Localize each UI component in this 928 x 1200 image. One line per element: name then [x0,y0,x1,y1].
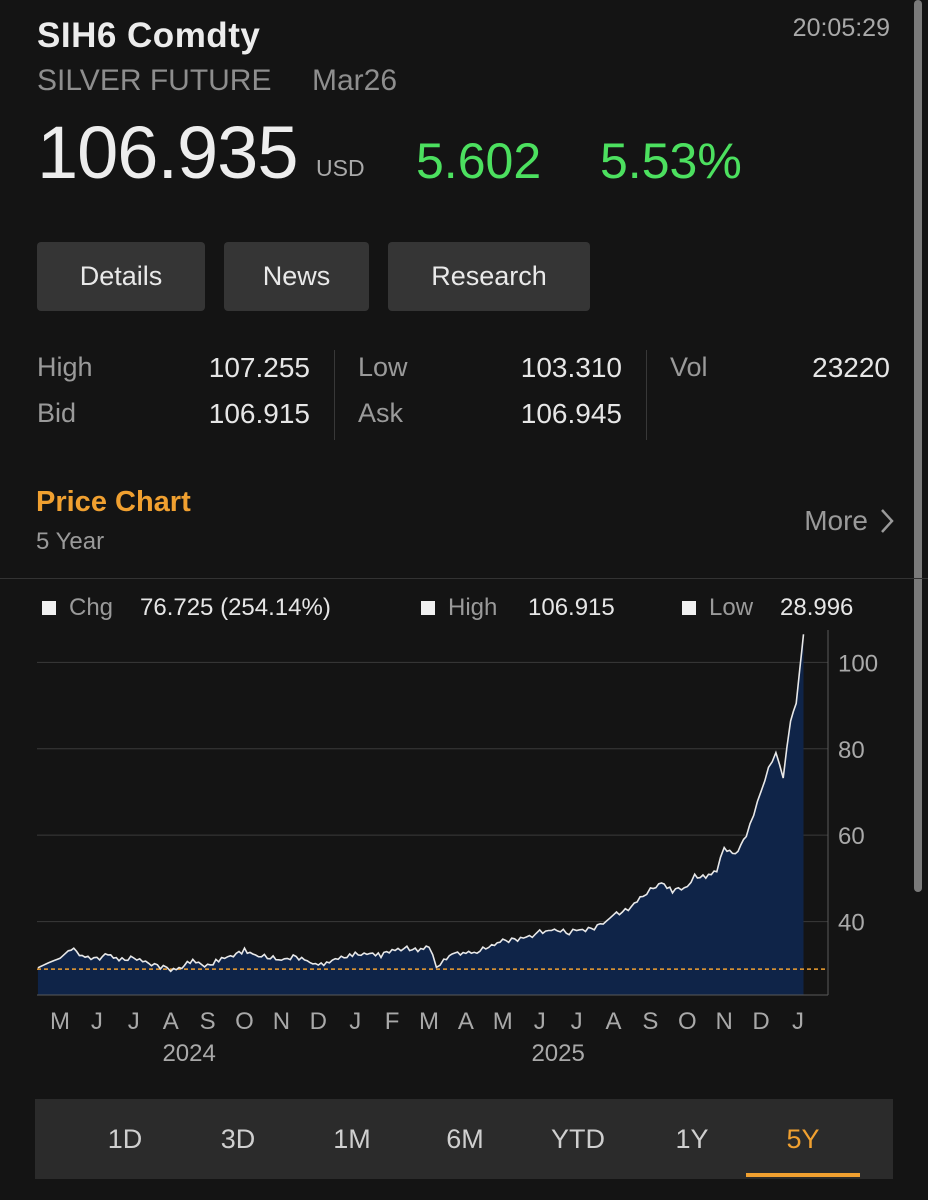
price-chart-title: Price Chart [36,486,191,518]
y-tick-label: 60 [838,823,865,850]
x-tick-label: J [128,1008,140,1035]
period-tab-3d[interactable]: 3D [220,1123,256,1154]
volume-value: 23220 [812,352,890,383]
legend-high-value: 106.915 [528,594,615,621]
details-button[interactable]: Details [37,242,205,311]
currency-label: USD [316,155,365,181]
percent-change: 5.53% [600,133,742,189]
x-tick-label: N [716,1008,733,1035]
x-tick-label: F [385,1008,400,1035]
x-tick-label: A [605,1008,621,1035]
x-tick-label: J [349,1008,361,1035]
x-tick-label: M [50,1008,70,1035]
legend-low-label: Low [709,594,754,621]
period-tab-6m[interactable]: 6M [446,1123,484,1154]
last-price: 106.935 [37,111,298,194]
period-tab-1d[interactable]: 1D [107,1123,143,1154]
y-tick-label: 80 [838,737,865,764]
net-change: 5.602 [416,133,542,189]
low-value: 103.310 [520,352,622,383]
x-tick-label: J [792,1008,804,1035]
x-tick-label: O [235,1008,254,1035]
x-tick-label: S [200,1008,216,1035]
last-update-time: 20:05:29 [792,14,890,42]
y-tick-label: 100 [838,650,878,677]
legend-high-label: High [448,594,498,621]
x-tick-label: O [678,1008,697,1035]
legend-chg-value: 76.725 (254.14%) [140,594,331,621]
ask-label: Ask [358,398,404,428]
price-line [37,634,805,973]
x-tick-label: J [91,1008,103,1035]
low-label: Low [358,352,408,382]
legend-marker-icon [42,601,56,615]
scrollbar[interactable] [914,0,922,892]
more-label: More [804,505,868,536]
ask-value: 106.945 [520,398,622,429]
chevron-right-icon [881,509,894,533]
y-tick-label: 40 [838,910,865,937]
legend-marker-icon [421,601,435,615]
price-chart-range: 5 Year [36,528,105,555]
x-tick-label: A [163,1008,179,1035]
year-label: 2024 [162,1040,215,1067]
x-tick-label: N [273,1008,290,1035]
x-tick-label: D [752,1008,769,1035]
news-button[interactable]: News [224,242,369,311]
x-tick-label: S [642,1008,658,1035]
period-selector: 1D 3D 1M 6M YTD 1Y 5Y [35,1099,893,1179]
x-tick-label: A [458,1008,474,1035]
year-label: 2025 [531,1040,584,1067]
bid-label: Bid [37,398,77,428]
research-button[interactable]: Research [388,242,590,311]
period-tab-ytd[interactable]: YTD [551,1123,605,1154]
security-ticker: SIH6 Comdty [37,16,261,55]
period-tab-1m[interactable]: 1M [333,1123,371,1154]
stats-divider [334,350,335,440]
x-tick-label: M [493,1008,513,1035]
more-link[interactable]: More [804,505,894,537]
period-tab-5y[interactable]: 5Y [746,1099,860,1179]
high-label: High [37,352,93,382]
section-divider [0,578,928,579]
stats-divider [646,350,647,440]
x-tick-label: M [419,1008,439,1035]
x-tick-label: D [310,1008,327,1035]
x-tick-label: J [571,1008,583,1035]
legend-marker-icon [682,601,696,615]
period-tab-1y[interactable]: 1Y [675,1123,709,1154]
volume-label: Vol [670,352,708,382]
legend-low-value: 28.996 [780,594,854,621]
contract-expiry: Mar26 [312,64,398,97]
bid-value: 106.915 [208,398,310,429]
security-name: SILVER FUTURE [37,64,272,97]
high-value: 107.255 [208,352,310,383]
x-tick-label: J [534,1008,546,1035]
price-area [37,634,804,995]
legend-chg-label: Chg [69,594,114,621]
